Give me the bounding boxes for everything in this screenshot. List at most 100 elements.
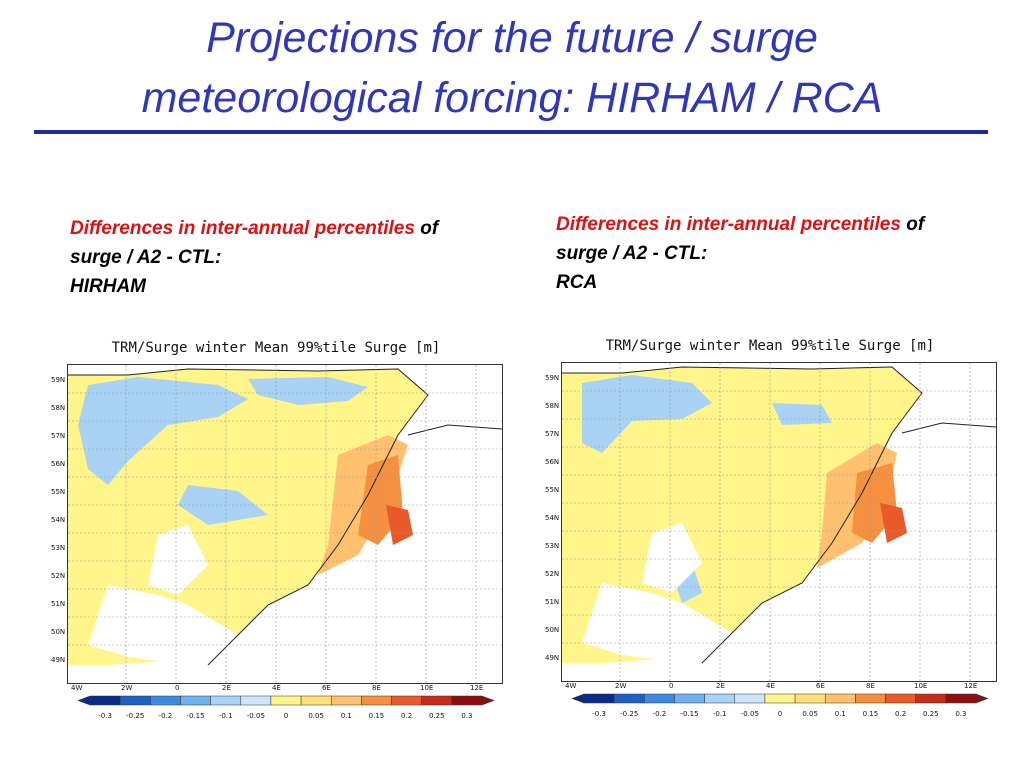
lat-label: 52N bbox=[51, 572, 66, 580]
left-caption: Differences in inter-annual percentiles … bbox=[70, 214, 490, 301]
colorbar-label: -0.05 bbox=[741, 710, 759, 718]
lat-label: 59N bbox=[545, 374, 560, 382]
lon-label: 12E bbox=[470, 684, 484, 692]
lon-label: 2E bbox=[716, 682, 725, 690]
colorbar-label: 0.3 bbox=[461, 712, 472, 720]
colorbar-label: -0.25 bbox=[126, 712, 144, 720]
colorbar-arrow-low bbox=[77, 695, 91, 706]
lon-label: 8E bbox=[866, 682, 875, 690]
colorbar-label: -0.25 bbox=[620, 710, 638, 718]
colorbar-swatch bbox=[119, 695, 151, 706]
colorbar-swatch bbox=[240, 695, 272, 706]
right-map-graphic bbox=[562, 363, 997, 681]
colorbar-arrow-high bbox=[481, 695, 495, 706]
lon-label: 4E bbox=[272, 684, 281, 692]
lon-label: 6E bbox=[816, 682, 825, 690]
title-underline bbox=[34, 130, 988, 134]
lat-label: 58N bbox=[51, 404, 66, 412]
lon-label: 4W bbox=[565, 682, 577, 690]
left-map-panel: TRM/Surge winter Mean 99%tile Surge [m] bbox=[42, 330, 510, 722]
colorbar-swatch bbox=[361, 695, 392, 706]
colorbar-label: -0.15 bbox=[186, 712, 204, 720]
lat-label: 52N bbox=[545, 570, 560, 578]
lat-label: 57N bbox=[51, 432, 66, 440]
colorbar-swatch bbox=[855, 693, 886, 704]
lon-label: 12E bbox=[964, 682, 978, 690]
colorbar-swatch bbox=[915, 693, 947, 704]
right-map-panel: TRM/Surge winter Mean 99%tile Surge [m] bbox=[536, 328, 1004, 720]
lat-label: 53N bbox=[51, 544, 66, 552]
colorbar-label: -0.05 bbox=[247, 712, 265, 720]
colorbar-label: -0.3 bbox=[592, 710, 606, 718]
colorbar-swatch bbox=[391, 695, 422, 706]
left-panel-title: TRM/Surge winter Mean 99%tile Surge [m] bbox=[111, 340, 441, 356]
colorbar-label: -0.15 bbox=[680, 710, 698, 718]
right-caption-model: RCA bbox=[556, 272, 598, 293]
lon-label: 2E bbox=[222, 684, 231, 692]
colorbar-arrow-high bbox=[975, 693, 989, 704]
colorbar-arrow-low bbox=[571, 693, 585, 704]
colorbar-label: -0.3 bbox=[98, 712, 112, 720]
colorbar-swatch bbox=[270, 695, 302, 706]
lat-label: 59N bbox=[51, 376, 66, 384]
right-panel-title: TRM/Surge winter Mean 99%tile Surge [m] bbox=[605, 338, 935, 354]
colorbar-label: 0.2 bbox=[895, 710, 906, 718]
colorbar-label: 0 bbox=[284, 712, 288, 720]
lon-label: 0 bbox=[175, 684, 180, 692]
lat-label: 51N bbox=[51, 600, 66, 608]
right-caption-red: Differences in inter-annual percentiles bbox=[556, 214, 901, 235]
colorbar-swatch bbox=[674, 693, 705, 704]
colorbar-swatch bbox=[330, 695, 362, 706]
colorbar-swatch bbox=[451, 695, 483, 706]
colorbar-swatch bbox=[764, 693, 796, 704]
lat-label: 58N bbox=[545, 402, 560, 410]
colorbar-swatch bbox=[89, 695, 121, 706]
lon-label: 2W bbox=[121, 684, 133, 692]
colorbar-swatch bbox=[300, 695, 332, 706]
lat-label: 54N bbox=[51, 516, 66, 524]
colorbar-label: -0.1 bbox=[219, 712, 233, 720]
lat-label: 50N bbox=[51, 628, 66, 636]
colorbar-label: 0.15 bbox=[369, 712, 385, 720]
colorbar-swatch bbox=[885, 693, 916, 704]
colorbar-swatch bbox=[734, 693, 766, 704]
left-colorbar: -0.3 -0.25 -0.2 -0.15 -0.1 -0.05 0 0.05 0.1 0.15 0… bbox=[77, 695, 495, 720]
colorbar-label: -0.2 bbox=[159, 712, 173, 720]
lon-label: 6E bbox=[322, 684, 331, 692]
lat-label: 51N bbox=[545, 598, 560, 606]
lon-label: 10E bbox=[914, 682, 928, 690]
lat-label: 57N bbox=[545, 430, 560, 438]
lat-label: 53N bbox=[545, 542, 560, 550]
colorbar-swatch bbox=[583, 693, 615, 704]
lat-label: 55N bbox=[51, 488, 66, 496]
left-caption-black: of surge / A2 - CTL: bbox=[70, 218, 439, 268]
colorbar-label: -0.1 bbox=[713, 710, 727, 718]
colorbar-label: 0.1 bbox=[341, 712, 352, 720]
lon-label: 4W bbox=[71, 684, 83, 692]
colorbar-swatch bbox=[421, 695, 453, 706]
right-colorbar: -0.3 -0.25 -0.2 -0.15 -0.1 -0.05 0 0.05 0.1 0.15 0… bbox=[571, 693, 989, 718]
lat-label: 56N bbox=[51, 460, 66, 468]
lon-label: 2W bbox=[615, 682, 627, 690]
lat-label: 49N bbox=[51, 656, 66, 664]
colorbar-swatch bbox=[945, 693, 977, 704]
colorbar-label: 0.05 bbox=[308, 712, 324, 720]
colorbar-label: 0.3 bbox=[955, 710, 966, 718]
colorbar-label: -0.2 bbox=[653, 710, 667, 718]
left-map-graphic bbox=[68, 365, 503, 683]
lon-label: 0 bbox=[669, 682, 674, 690]
lon-label: 10E bbox=[420, 684, 434, 692]
colorbar-label: 0.1 bbox=[835, 710, 846, 718]
slide-title-line-2: meteorological forcing: HIRHAM / RCA bbox=[141, 74, 883, 122]
colorbar-label: 0.05 bbox=[802, 710, 818, 718]
colorbar-label: 0.25 bbox=[429, 712, 445, 720]
lon-label: 8E bbox=[372, 684, 381, 692]
left-caption-model: HIRHAM bbox=[70, 276, 146, 297]
lat-label: 56N bbox=[545, 458, 560, 466]
lon-label: 4E bbox=[766, 682, 775, 690]
colorbar-swatch bbox=[613, 693, 645, 704]
lat-label: 54N bbox=[545, 514, 560, 522]
colorbar-swatch bbox=[210, 695, 242, 706]
colorbar-swatch bbox=[644, 693, 675, 704]
left-map bbox=[67, 364, 503, 684]
